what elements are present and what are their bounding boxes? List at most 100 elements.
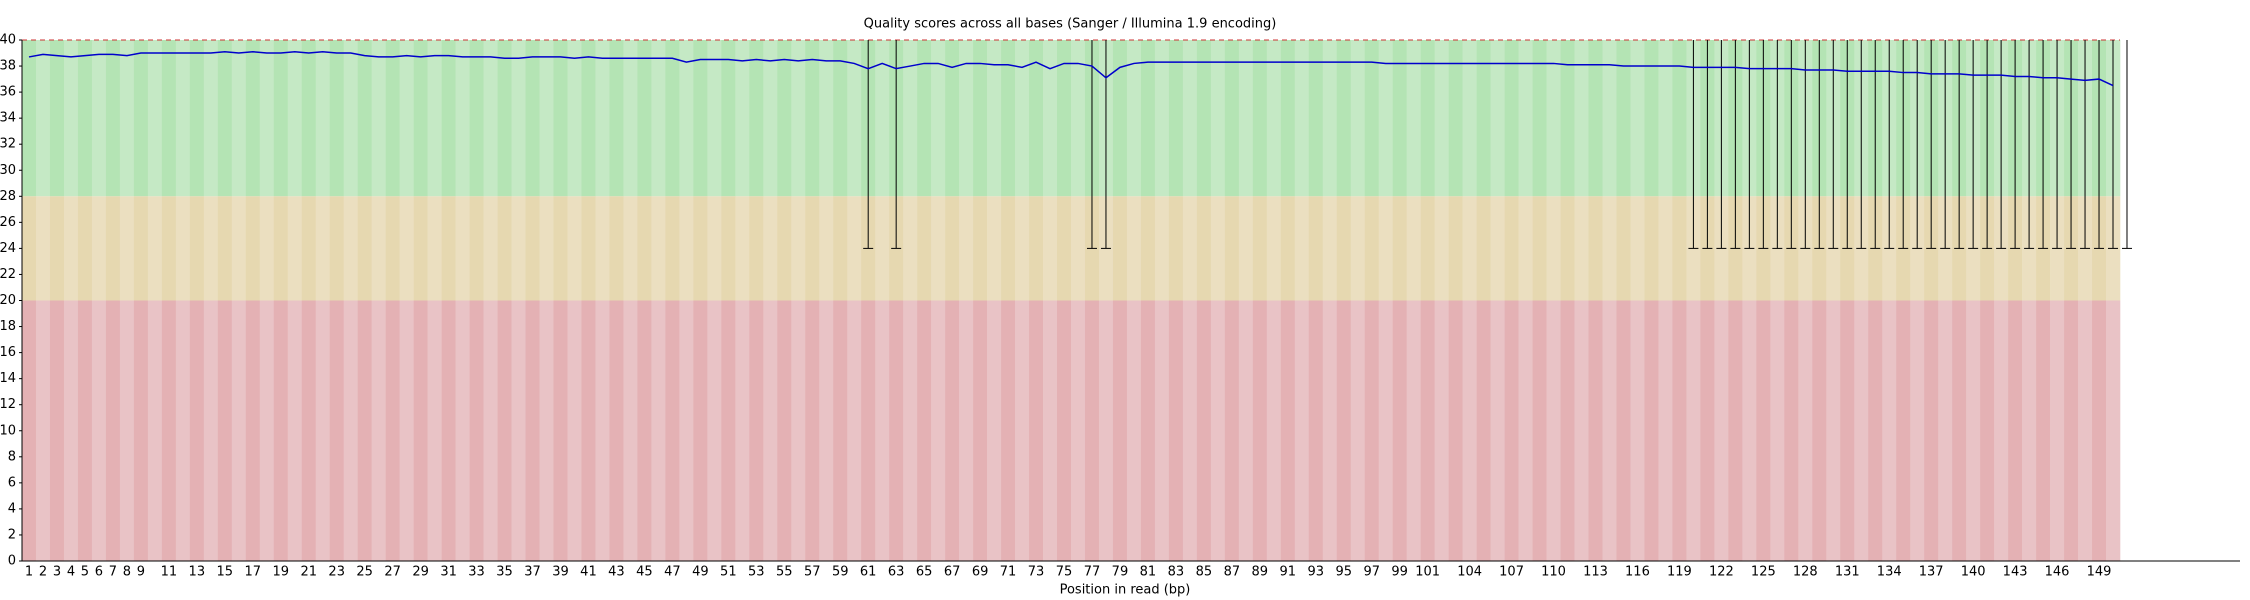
quality-zone xyxy=(1252,196,1268,301)
quality-zone xyxy=(231,40,247,197)
quality-zone xyxy=(301,300,317,561)
quality-zone xyxy=(119,300,135,561)
quality-zone xyxy=(1210,40,1226,197)
quality-zone xyxy=(357,196,372,301)
x-tick-label: 51 xyxy=(720,565,737,580)
quality-zone xyxy=(1462,196,1477,301)
quality-zone xyxy=(1840,300,1855,561)
quality-zone xyxy=(1882,300,1897,561)
quality-zone xyxy=(1252,300,1268,561)
quality-zone xyxy=(301,40,317,197)
quality-zone xyxy=(1504,196,1519,301)
quality-zone xyxy=(1658,300,1673,561)
quality-zone xyxy=(1168,300,1184,561)
x-tick-label: 99 xyxy=(1391,565,1408,580)
quality-zone xyxy=(245,40,261,197)
quality-zone xyxy=(1924,300,1939,561)
quality-zone xyxy=(1336,196,1352,301)
quality-zone xyxy=(1644,300,1659,561)
x-tick-label: 146 xyxy=(2045,565,2070,580)
quality-zone xyxy=(1420,40,1435,197)
quality-zone xyxy=(903,300,918,561)
quality-zone xyxy=(497,40,512,197)
quality-zone xyxy=(1294,300,1310,561)
quality-zone xyxy=(1140,300,1156,561)
y-tick-label: 20 xyxy=(0,293,16,308)
quality-zone xyxy=(22,300,37,561)
quality-zone xyxy=(917,300,932,561)
quality-zone xyxy=(175,300,191,561)
x-tick-label: 59 xyxy=(832,565,849,580)
quality-zone xyxy=(287,196,303,301)
quality-zone xyxy=(609,40,624,197)
quality-zone xyxy=(1938,300,1953,561)
quality-zone xyxy=(2008,300,2023,561)
quality-zone xyxy=(49,300,65,561)
quality-zone xyxy=(1868,300,1883,561)
quality-zone xyxy=(595,300,610,561)
quality-zone xyxy=(371,196,386,301)
quality-zone xyxy=(1644,196,1659,301)
quality-zone xyxy=(665,300,680,561)
quality-zone xyxy=(35,40,51,197)
quality-zone xyxy=(735,40,750,197)
quality-zone xyxy=(399,40,414,197)
quality-zone xyxy=(1784,300,1799,561)
quality-zone xyxy=(427,40,442,197)
quality-zone xyxy=(1546,40,1561,197)
x-tick-label: 2 xyxy=(39,565,47,580)
quality-zone xyxy=(1015,40,1030,197)
quality-zone xyxy=(1476,300,1491,561)
x-tick-label: 49 xyxy=(692,565,709,580)
quality-zone xyxy=(175,40,191,197)
quality-zone xyxy=(1154,300,1170,561)
quality-zone xyxy=(1015,300,1030,561)
quality-zone xyxy=(819,300,834,561)
quality-zone xyxy=(161,300,177,561)
quality-zone xyxy=(385,196,400,301)
quality-zone xyxy=(1574,40,1589,197)
quality-zone xyxy=(35,300,51,561)
quality-zone xyxy=(707,40,722,197)
quality-zone xyxy=(105,300,121,561)
quality-zone xyxy=(707,300,722,561)
quality-zone xyxy=(931,40,946,197)
quality-zone xyxy=(385,40,400,197)
quality-zone xyxy=(1266,300,1282,561)
x-tick-label: 55 xyxy=(776,565,793,580)
quality-zone xyxy=(77,196,93,301)
quality-zone xyxy=(119,196,135,301)
quality-zone xyxy=(1378,196,1393,301)
quality-zone xyxy=(1029,196,1044,301)
quality-zone xyxy=(833,196,848,301)
x-tick-label: 91 xyxy=(1280,565,1297,580)
quality-zone xyxy=(777,300,792,561)
quality-zone xyxy=(679,196,694,301)
quality-zone xyxy=(343,196,358,301)
quality-zone xyxy=(1798,300,1813,561)
quality-zone xyxy=(875,40,890,197)
quality-zone xyxy=(1057,196,1072,301)
x-tick-label: 89 xyxy=(1252,565,1269,580)
quality-zone xyxy=(259,300,275,561)
quality-zone xyxy=(1098,300,1114,561)
y-tick-label: 16 xyxy=(0,345,16,360)
quality-zone xyxy=(371,300,386,561)
y-tick-label: 36 xyxy=(0,85,16,100)
quality-zone xyxy=(1714,300,1729,561)
quality-zone xyxy=(777,196,792,301)
quality-zone xyxy=(553,196,568,301)
quality-zone xyxy=(1280,196,1296,301)
y-tick-label: 38 xyxy=(0,59,16,74)
quality-zone xyxy=(847,196,862,301)
quality-zone xyxy=(651,196,666,301)
quality-zone xyxy=(735,300,750,561)
quality-zone xyxy=(931,300,946,561)
quality-zone xyxy=(1084,300,1100,561)
quality-zone xyxy=(147,40,163,197)
quality-zone xyxy=(259,40,275,197)
x-tick-label: 104 xyxy=(1457,565,1482,580)
quality-zone xyxy=(721,40,736,197)
quality-zone xyxy=(1448,300,1463,561)
quality-zone xyxy=(2078,300,2093,561)
